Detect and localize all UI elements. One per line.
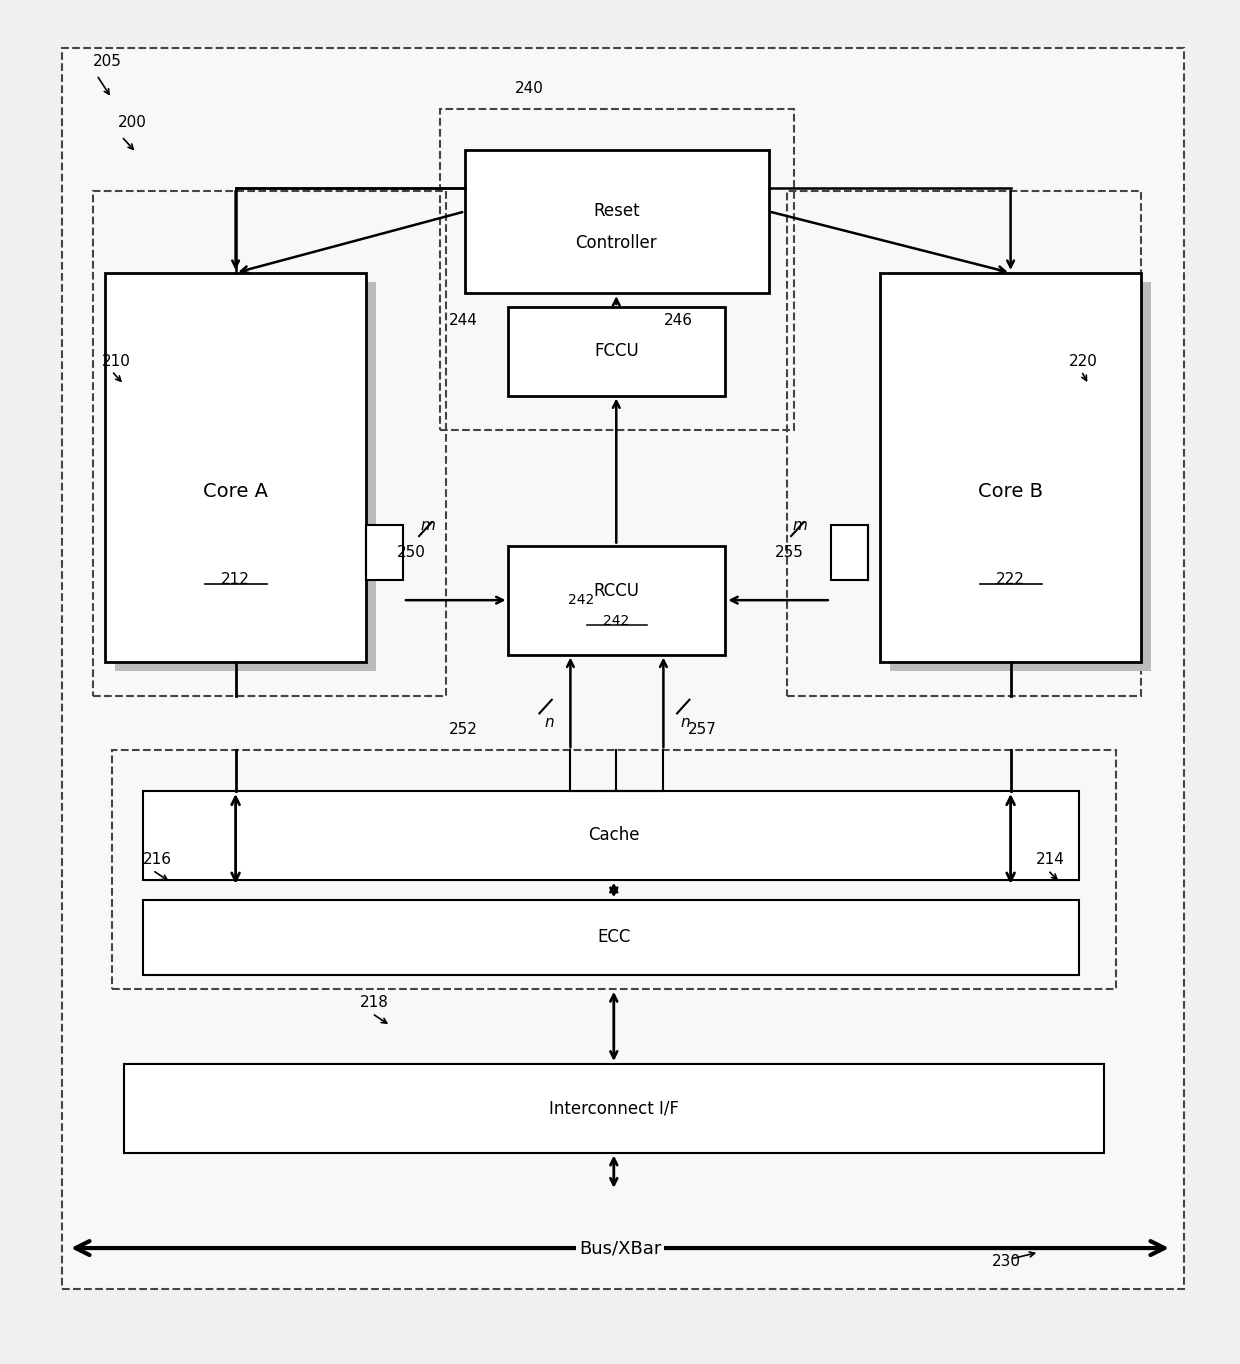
Text: n: n bbox=[681, 716, 691, 730]
Text: 200: 200 bbox=[118, 116, 146, 130]
Bar bbox=[93, 191, 446, 696]
Bar bbox=[124, 1064, 1104, 1153]
Text: 222: 222 bbox=[996, 573, 1025, 587]
Text: 214: 214 bbox=[1035, 852, 1064, 866]
Text: m: m bbox=[420, 518, 435, 532]
Text: 250: 250 bbox=[397, 546, 425, 559]
Text: Cache: Cache bbox=[588, 825, 640, 844]
Text: 205: 205 bbox=[93, 55, 122, 68]
Text: 210: 210 bbox=[102, 355, 130, 368]
Text: ECC: ECC bbox=[598, 928, 630, 947]
Bar bbox=[440, 109, 794, 430]
Text: 230: 230 bbox=[992, 1255, 1021, 1269]
Text: n: n bbox=[544, 716, 554, 730]
Text: Reset: Reset bbox=[593, 202, 640, 221]
Bar bbox=[105, 273, 366, 662]
Bar bbox=[880, 273, 1141, 662]
Text: Core A: Core A bbox=[203, 481, 268, 501]
Text: 242: 242 bbox=[603, 614, 630, 627]
Text: Bus/XBar: Bus/XBar bbox=[579, 1239, 661, 1258]
Text: 220: 220 bbox=[1069, 355, 1097, 368]
Text: 212: 212 bbox=[221, 573, 250, 587]
Text: RCCU: RCCU bbox=[593, 581, 640, 600]
Bar bbox=[143, 900, 1079, 975]
Text: 246: 246 bbox=[663, 314, 692, 327]
Bar bbox=[508, 546, 725, 655]
Text: Core B: Core B bbox=[978, 481, 1043, 501]
Text: 252: 252 bbox=[449, 723, 477, 737]
Text: 240: 240 bbox=[515, 82, 543, 95]
Bar bbox=[143, 791, 1079, 880]
Text: m: m bbox=[792, 518, 807, 532]
Text: 244: 244 bbox=[449, 314, 477, 327]
Text: Controller: Controller bbox=[575, 233, 657, 252]
Bar bbox=[787, 191, 1141, 696]
Bar bbox=[112, 750, 1116, 989]
Bar bbox=[115, 282, 376, 671]
Text: 216: 216 bbox=[143, 852, 171, 866]
Text: 257: 257 bbox=[688, 723, 717, 737]
Bar bbox=[465, 150, 769, 293]
Text: FCCU: FCCU bbox=[594, 341, 639, 360]
Text: 255: 255 bbox=[775, 546, 804, 559]
Bar bbox=[366, 525, 403, 580]
Bar bbox=[831, 525, 868, 580]
Text: 242: 242 bbox=[568, 593, 595, 607]
Text: 218: 218 bbox=[360, 996, 388, 1009]
Text: Interconnect I/F: Interconnect I/F bbox=[549, 1099, 678, 1117]
Bar bbox=[890, 282, 1151, 671]
Bar bbox=[508, 307, 725, 396]
